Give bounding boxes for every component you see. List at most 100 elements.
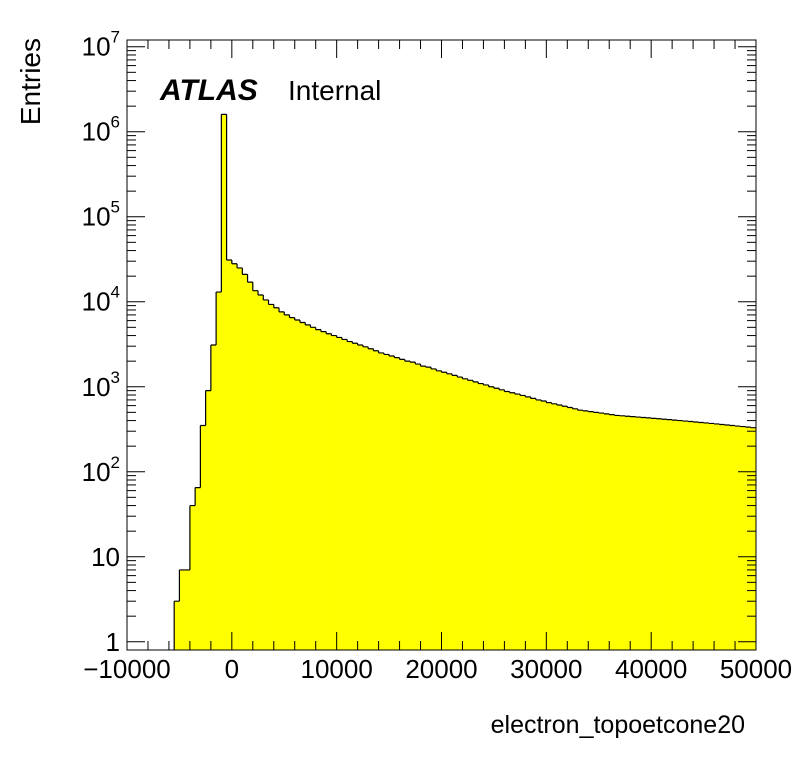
histogram-outline [173, 113, 756, 650]
y-tick-label: 10 [91, 542, 120, 572]
histogram-bar [446, 373, 453, 650]
histogram-bar [368, 348, 374, 650]
histogram-bar [630, 416, 636, 650]
histogram-bar [562, 406, 568, 650]
x-tick-labels: −10000 0 10000 20000 30000 40000 50000 [83, 654, 792, 684]
histogram-bar [535, 399, 542, 650]
histogram-bar [174, 601, 180, 650]
histogram-bar [703, 422, 710, 650]
y-tick-label: 104 [82, 283, 120, 317]
histogram-bar [651, 418, 657, 650]
histogram-bar [431, 368, 437, 650]
histogram-bar [305, 324, 311, 650]
histogram-bar [263, 299, 269, 650]
histogram-bar [735, 426, 741, 650]
histogram-bar [577, 410, 584, 650]
histogram-bar [740, 426, 746, 650]
histogram-bar [687, 421, 694, 650]
y-tick-label: 106 [82, 113, 120, 147]
histogram-bar [425, 367, 432, 650]
histogram-bar [745, 427, 752, 650]
histogram-bar [341, 339, 348, 650]
histogram-bar [467, 380, 474, 650]
histogram-bar [184, 569, 191, 650]
x-tick-label: −10000 [83, 654, 170, 684]
internal-label: Internal [288, 75, 381, 106]
histogram-bar [666, 419, 673, 650]
histogram-bar [436, 370, 442, 650]
histogram-bar [389, 356, 395, 650]
histogram-bar [216, 292, 222, 650]
histogram-bar [750, 427, 757, 650]
histogram-bar [373, 350, 379, 650]
histogram-bar [483, 384, 489, 650]
y-tick-label: 102 [82, 453, 120, 487]
histogram-bar [226, 259, 233, 650]
histogram-bar [598, 413, 605, 650]
histogram-bar [195, 487, 201, 650]
histogram-bar [441, 372, 448, 650]
histogram-bar [247, 282, 254, 650]
histogram-bar [394, 357, 400, 650]
histogram-bar [310, 327, 316, 650]
y-tick-label: 103 [82, 368, 120, 402]
histogram-bar [603, 413, 610, 650]
histogram-bar [378, 352, 385, 650]
histogram-bar [572, 408, 579, 650]
x-tick-label: 30000 [510, 654, 582, 684]
histogram-bar [640, 417, 647, 650]
histogram-bar [462, 378, 469, 650]
y-tick-label: 1 [106, 627, 120, 657]
x-tick-label: 10000 [301, 654, 373, 684]
histogram-bar [357, 344, 364, 650]
histogram-bar [279, 311, 285, 650]
histogram-bar [661, 419, 668, 650]
histogram-bar [525, 396, 531, 650]
histogram-bar [593, 412, 600, 650]
axis-ticks [126, 40, 757, 650]
histogram-bar [383, 354, 390, 650]
histogram-bar [609, 414, 615, 650]
histogram-bar [541, 400, 547, 650]
y-tick-labels: 1 10 102 103 104 105 106 107 [82, 28, 120, 657]
histogram-bar [551, 403, 558, 650]
x-axis-label: electron_topoetcone20 [491, 711, 745, 739]
histogram-bar [399, 359, 406, 650]
histogram-bar [189, 505, 196, 650]
histogram-bar [273, 307, 280, 650]
histogram-bar [205, 390, 212, 650]
histogram-bar [289, 317, 296, 650]
histogram-bar [488, 386, 495, 650]
atlas-label: ATLAS [159, 74, 258, 107]
histogram-bar [210, 344, 217, 650]
histogram-bar [493, 388, 500, 650]
histogram-bar [294, 319, 301, 650]
histogram-bar [331, 335, 337, 650]
histogram-bar [200, 425, 206, 650]
histogram-bar [672, 420, 678, 650]
histogram-bar [588, 411, 594, 650]
histogram-bar [258, 295, 264, 650]
histogram-bar [677, 420, 683, 650]
histogram-bar [614, 415, 621, 650]
histogram-bar [719, 424, 725, 650]
histogram-bar [514, 394, 521, 650]
histogram-bar [326, 333, 332, 650]
x-tick-label: 40000 [615, 654, 687, 684]
histogram-bar [268, 304, 275, 650]
histogram-bar [415, 364, 421, 650]
y-axis-label: Entries [15, 38, 46, 125]
histogram-bar [221, 114, 227, 650]
histogram-bar [624, 416, 631, 650]
histogram-bar [714, 423, 720, 650]
histogram-bar [556, 405, 563, 650]
histogram-bar [504, 391, 510, 650]
histogram-bar [693, 421, 699, 650]
x-tick-label: 20000 [405, 654, 477, 684]
histogram-bar [252, 290, 259, 650]
histogram-bars [173, 113, 757, 650]
histogram-bar [619, 415, 626, 650]
histogram-bar [231, 263, 238, 650]
histogram-bar [698, 422, 704, 650]
